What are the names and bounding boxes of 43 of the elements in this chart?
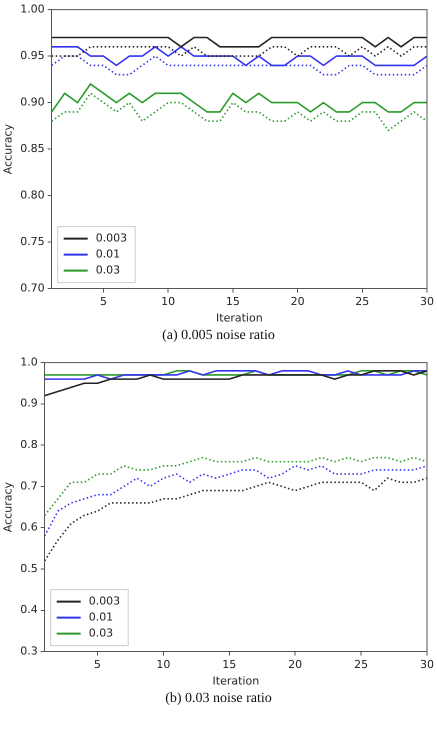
x-tick-label: 20 — [288, 658, 302, 672]
legend-label: 0.03 — [96, 263, 120, 276]
y-tick-label: 0.6 — [20, 520, 38, 534]
y-axis-title: Accuracy — [1, 124, 14, 174]
x-tick-label: 30 — [420, 295, 434, 308]
y-tick-label: 1.00 — [20, 2, 45, 16]
x-tick-label: 5 — [94, 658, 101, 672]
legend-label: 0.003 — [88, 594, 120, 608]
y-tick-label: 0.3 — [20, 644, 38, 658]
y-tick-label: 0.4 — [20, 603, 38, 616]
x-tick-label: 10 — [161, 295, 176, 308]
line-series — [44, 465, 427, 537]
y-tick-label: 1.0 — [20, 355, 38, 368]
x-tick-label: 25 — [354, 658, 368, 672]
line-series — [52, 92, 427, 132]
legend-label: 0.01 — [96, 247, 120, 260]
x-axis-title: Iteration — [212, 674, 260, 688]
line-series — [44, 477, 427, 562]
y-tick-label: 0.7 — [20, 479, 38, 492]
legend-label: 0.003 — [96, 231, 128, 244]
y-tick-label: 0.85 — [20, 142, 45, 155]
y-tick-label: 0.90 — [20, 95, 45, 108]
y-tick-label: 0.95 — [20, 48, 45, 62]
x-tick-label: 15 — [226, 295, 240, 308]
y-tick-label: 0.70 — [20, 281, 45, 294]
y-tick-label: 0.75 — [20, 234, 45, 248]
x-tick-label: 5 — [100, 295, 107, 308]
y-tick-label: 0.8 — [20, 438, 38, 452]
y-tick-label: 0.9 — [20, 396, 38, 410]
text: (b) 0.03 noise ratio — [164, 690, 273, 708]
x-tick-label: 20 — [290, 295, 305, 308]
legend-label: 0.03 — [88, 626, 114, 640]
legend-label: 0.01 — [88, 610, 114, 624]
x-tick-label: 15 — [222, 658, 236, 672]
y-tick-label: 0.5 — [20, 562, 38, 575]
x-tick-label: 25 — [355, 295, 370, 308]
y-tick-label: 0.80 — [20, 188, 45, 202]
text: (a) 0.005 noise ratio — [161, 327, 276, 345]
x-tick-label: 10 — [156, 658, 170, 672]
x-axis-title: Iteration — [216, 311, 263, 324]
line-series — [44, 456, 427, 516]
y-axis-title: Accuracy — [1, 482, 14, 532]
x-tick-label: 30 — [420, 658, 434, 672]
